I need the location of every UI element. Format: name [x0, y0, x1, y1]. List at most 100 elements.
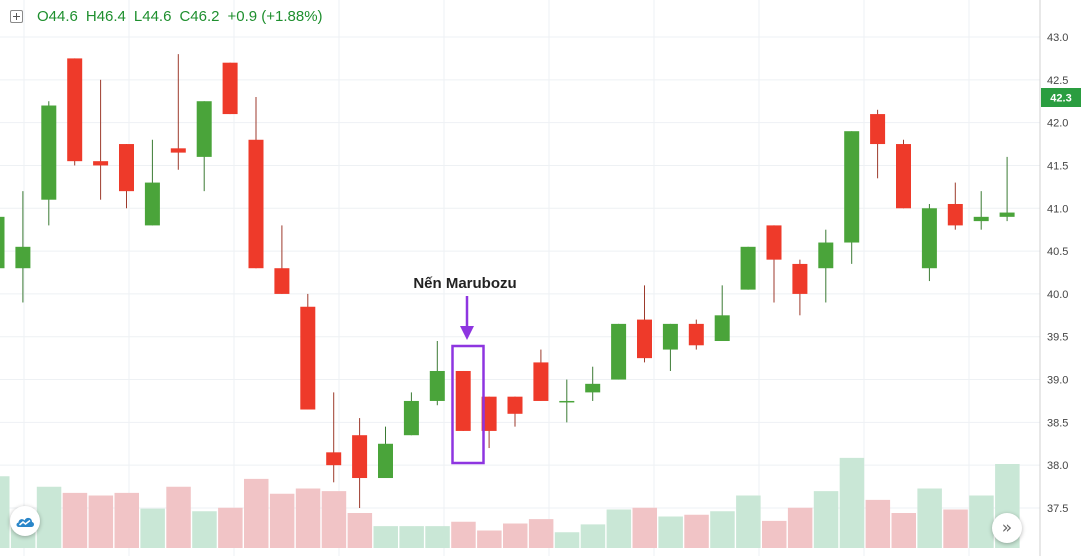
- volume-bar: [580, 524, 606, 548]
- high-value: H46.4: [85, 8, 126, 25]
- candle-body: [844, 131, 860, 243]
- candle[interactable]: [274, 225, 290, 294]
- volume-bar: [425, 526, 450, 548]
- double-chevron-right-icon[interactable]: »: [992, 513, 1022, 543]
- candle[interactable]: [455, 370, 471, 431]
- candle[interactable]: [67, 58, 83, 166]
- candle[interactable]: [119, 144, 134, 209]
- candle[interactable]: [248, 96, 264, 269]
- candle[interactable]: [662, 323, 678, 371]
- candle-body: [326, 452, 342, 466]
- candle[interactable]: [144, 139, 160, 226]
- candle[interactable]: [93, 79, 109, 200]
- candle-body: [870, 114, 886, 145]
- volume-bar: [684, 514, 709, 548]
- candle[interactable]: [300, 293, 316, 410]
- volume-bar: [321, 491, 347, 548]
- candle[interactable]: [0, 183, 5, 277]
- candle-body: [585, 383, 601, 393]
- candle-body: [507, 396, 523, 414]
- volume-bar: [244, 478, 269, 548]
- last-price-tag: 42.3: [1041, 88, 1081, 107]
- candle[interactable]: [792, 259, 808, 316]
- candle-body: [533, 362, 549, 401]
- volume-bar: [166, 486, 191, 548]
- expand-icon[interactable]: [10, 10, 23, 23]
- candle[interactable]: [222, 62, 238, 115]
- candle[interactable]: [15, 191, 31, 303]
- candle-body: [481, 396, 497, 431]
- volume-bar: [736, 495, 761, 548]
- candle[interactable]: [481, 396, 497, 449]
- volume-bar: [399, 526, 424, 548]
- candle-body: [352, 435, 368, 479]
- price-tick-label: 43.0: [1047, 32, 1068, 44]
- candle-body: [93, 161, 109, 166]
- price-tick-label: 39.0: [1047, 375, 1068, 387]
- candle[interactable]: [973, 191, 989, 230]
- candle-body: [637, 319, 652, 359]
- candle-body: [559, 400, 575, 403]
- volume-bar: [632, 507, 657, 548]
- candle[interactable]: [947, 182, 963, 230]
- price-tick-label: 41.5: [1047, 160, 1068, 172]
- annotation-highlight-box: [451, 344, 485, 465]
- candle-body: [455, 370, 471, 431]
- candle[interactable]: [196, 101, 212, 192]
- volume-bar: [477, 530, 502, 548]
- candle[interactable]: [326, 392, 342, 483]
- candle[interactable]: [921, 203, 937, 282]
- open-value: O44.6: [37, 8, 78, 25]
- candle[interactable]: [844, 131, 860, 264]
- volume-bar: [451, 521, 476, 548]
- candle-body: [947, 203, 963, 226]
- candle[interactable]: [403, 392, 419, 436]
- price-tick-label: 42.0: [1047, 118, 1068, 130]
- candles[interactable]: [0, 54, 1015, 508]
- candle[interactable]: [378, 426, 393, 479]
- candle[interactable]: [688, 319, 704, 350]
- volume-bar: [269, 493, 295, 548]
- candle-body: [766, 225, 782, 260]
- candle-body: [274, 268, 290, 294]
- annotation-label: Nến Marubozu: [413, 275, 516, 292]
- price-axis[interactable]: 37.5 38.0 38.5 39.0 39.5 40.0 40.5 41.0 41.5 42.0…: [1047, 32, 1068, 515]
- candle[interactable]: [585, 366, 601, 401]
- candle-body: [740, 246, 756, 290]
- candle[interactable]: [170, 54, 186, 170]
- candle[interactable]: [429, 341, 445, 406]
- candle[interactable]: [611, 323, 627, 380]
- candle[interactable]: [999, 156, 1015, 222]
- volume-bar: [0, 476, 10, 548]
- chart-logo-icon[interactable]: [10, 506, 40, 536]
- candle[interactable]: [896, 139, 911, 209]
- candle[interactable]: [352, 418, 368, 508]
- price-tick-label: 40.0: [1047, 289, 1068, 301]
- candle-body: [222, 62, 238, 115]
- volume-bar: [839, 457, 865, 548]
- candle[interactable]: [870, 109, 886, 179]
- volume-bar: [917, 488, 942, 548]
- candle[interactable]: [41, 101, 57, 226]
- volume-bar: [36, 486, 62, 548]
- candle[interactable]: [507, 396, 523, 427]
- annotation-arrow-head: [460, 326, 474, 340]
- candle[interactable]: [740, 246, 756, 290]
- price-tick-label: 39.5: [1047, 332, 1068, 344]
- volume-bar: [192, 511, 217, 548]
- candle-body: [378, 443, 393, 479]
- candle-body: [403, 400, 419, 436]
- candle-body: [792, 263, 808, 294]
- candle[interactable]: [533, 349, 549, 401]
- candle[interactable]: [818, 229, 834, 303]
- price-tick-label: 37.5: [1047, 503, 1068, 515]
- candle-body: [15, 246, 31, 269]
- candle-body: [662, 323, 678, 350]
- volume-bar: [114, 492, 139, 548]
- candle[interactable]: [637, 285, 652, 363]
- candle[interactable]: [559, 379, 575, 423]
- volume-bar: [813, 491, 839, 548]
- candle[interactable]: [766, 225, 782, 303]
- candle[interactable]: [714, 285, 730, 342]
